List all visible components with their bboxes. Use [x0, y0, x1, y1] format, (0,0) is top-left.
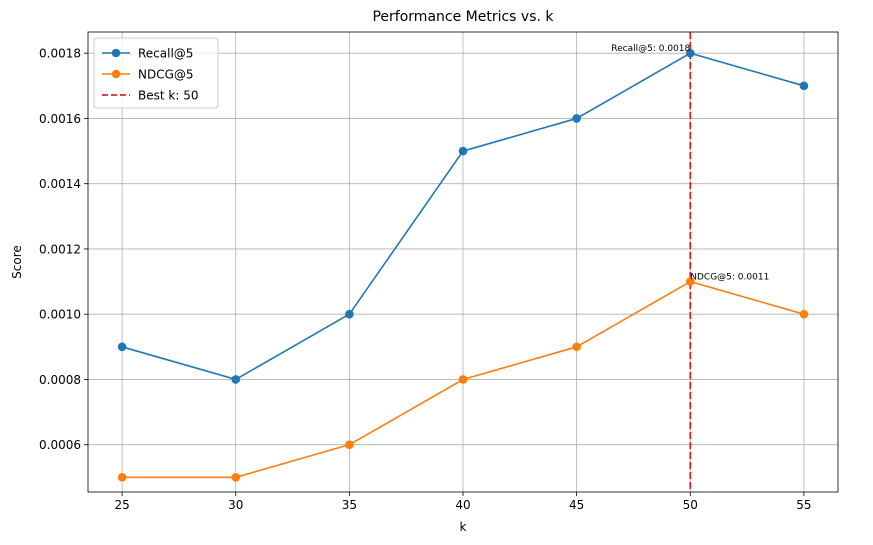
x-tick-label: 45	[569, 498, 584, 512]
y-tick-label: 0.0008	[39, 373, 81, 387]
grid	[88, 32, 838, 492]
y-axis-ticks: 0.0006 0.0008 0.0010 0.0012 0.0014 0.0016 0.00…	[39, 47, 88, 452]
x-tick-label: 55	[796, 498, 811, 512]
data-point	[799, 309, 809, 319]
data-point	[685, 48, 695, 58]
data-point	[231, 375, 241, 384]
data-point	[799, 81, 809, 91]
data-point	[572, 342, 581, 352]
x-tick-label: 25	[114, 498, 129, 512]
chart-title: Performance Metrics vs. k	[372, 9, 554, 25]
annotation-label: Recall@5: 0.0018	[611, 44, 690, 54]
y-tick-label: 0.0018	[39, 47, 81, 61]
legend: Recall@5 NDCG@5 Best k: 50	[93, 37, 219, 109]
x-tick-label: 40	[455, 498, 470, 512]
x-tick-label: 35	[342, 498, 357, 512]
data-point	[345, 440, 354, 449]
legend-swatch-marker	[111, 69, 121, 79]
y-tick-label: 0.0014	[39, 177, 81, 191]
y-tick-label: 0.0016	[39, 112, 81, 126]
x-axis-label: k	[460, 520, 467, 534]
x-axis-ticks: 25 30 35 40 45 50 55	[114, 492, 812, 512]
data-point	[685, 277, 695, 286]
x-tick-label: 50	[683, 498, 698, 512]
y-tick-label: 0.0012	[39, 242, 81, 256]
y-tick-label: 0.0010	[39, 308, 81, 322]
x-tick-label: 30	[228, 498, 243, 512]
y-axis-label: Score	[10, 245, 24, 279]
legend-box	[93, 37, 219, 109]
series-group	[117, 48, 809, 482]
data-point	[117, 473, 127, 482]
data-point	[117, 342, 127, 352]
legend-label: Best k: 50	[138, 89, 198, 103]
data-point	[458, 375, 468, 384]
legend-swatch-marker	[111, 48, 121, 58]
y-tick-label: 0.0006	[39, 438, 81, 452]
annotations: Recall@5: 0.0018 NDCG@5: 0.0011	[611, 44, 769, 282]
data-point	[231, 473, 241, 482]
legend-label: Recall@5	[138, 47, 193, 61]
legend-label: NDCG@5	[138, 68, 194, 82]
data-point	[345, 309, 354, 319]
data-point	[572, 114, 581, 123]
data-point	[458, 146, 468, 156]
annotation-label: NDCG@5: 0.0011	[690, 273, 769, 283]
